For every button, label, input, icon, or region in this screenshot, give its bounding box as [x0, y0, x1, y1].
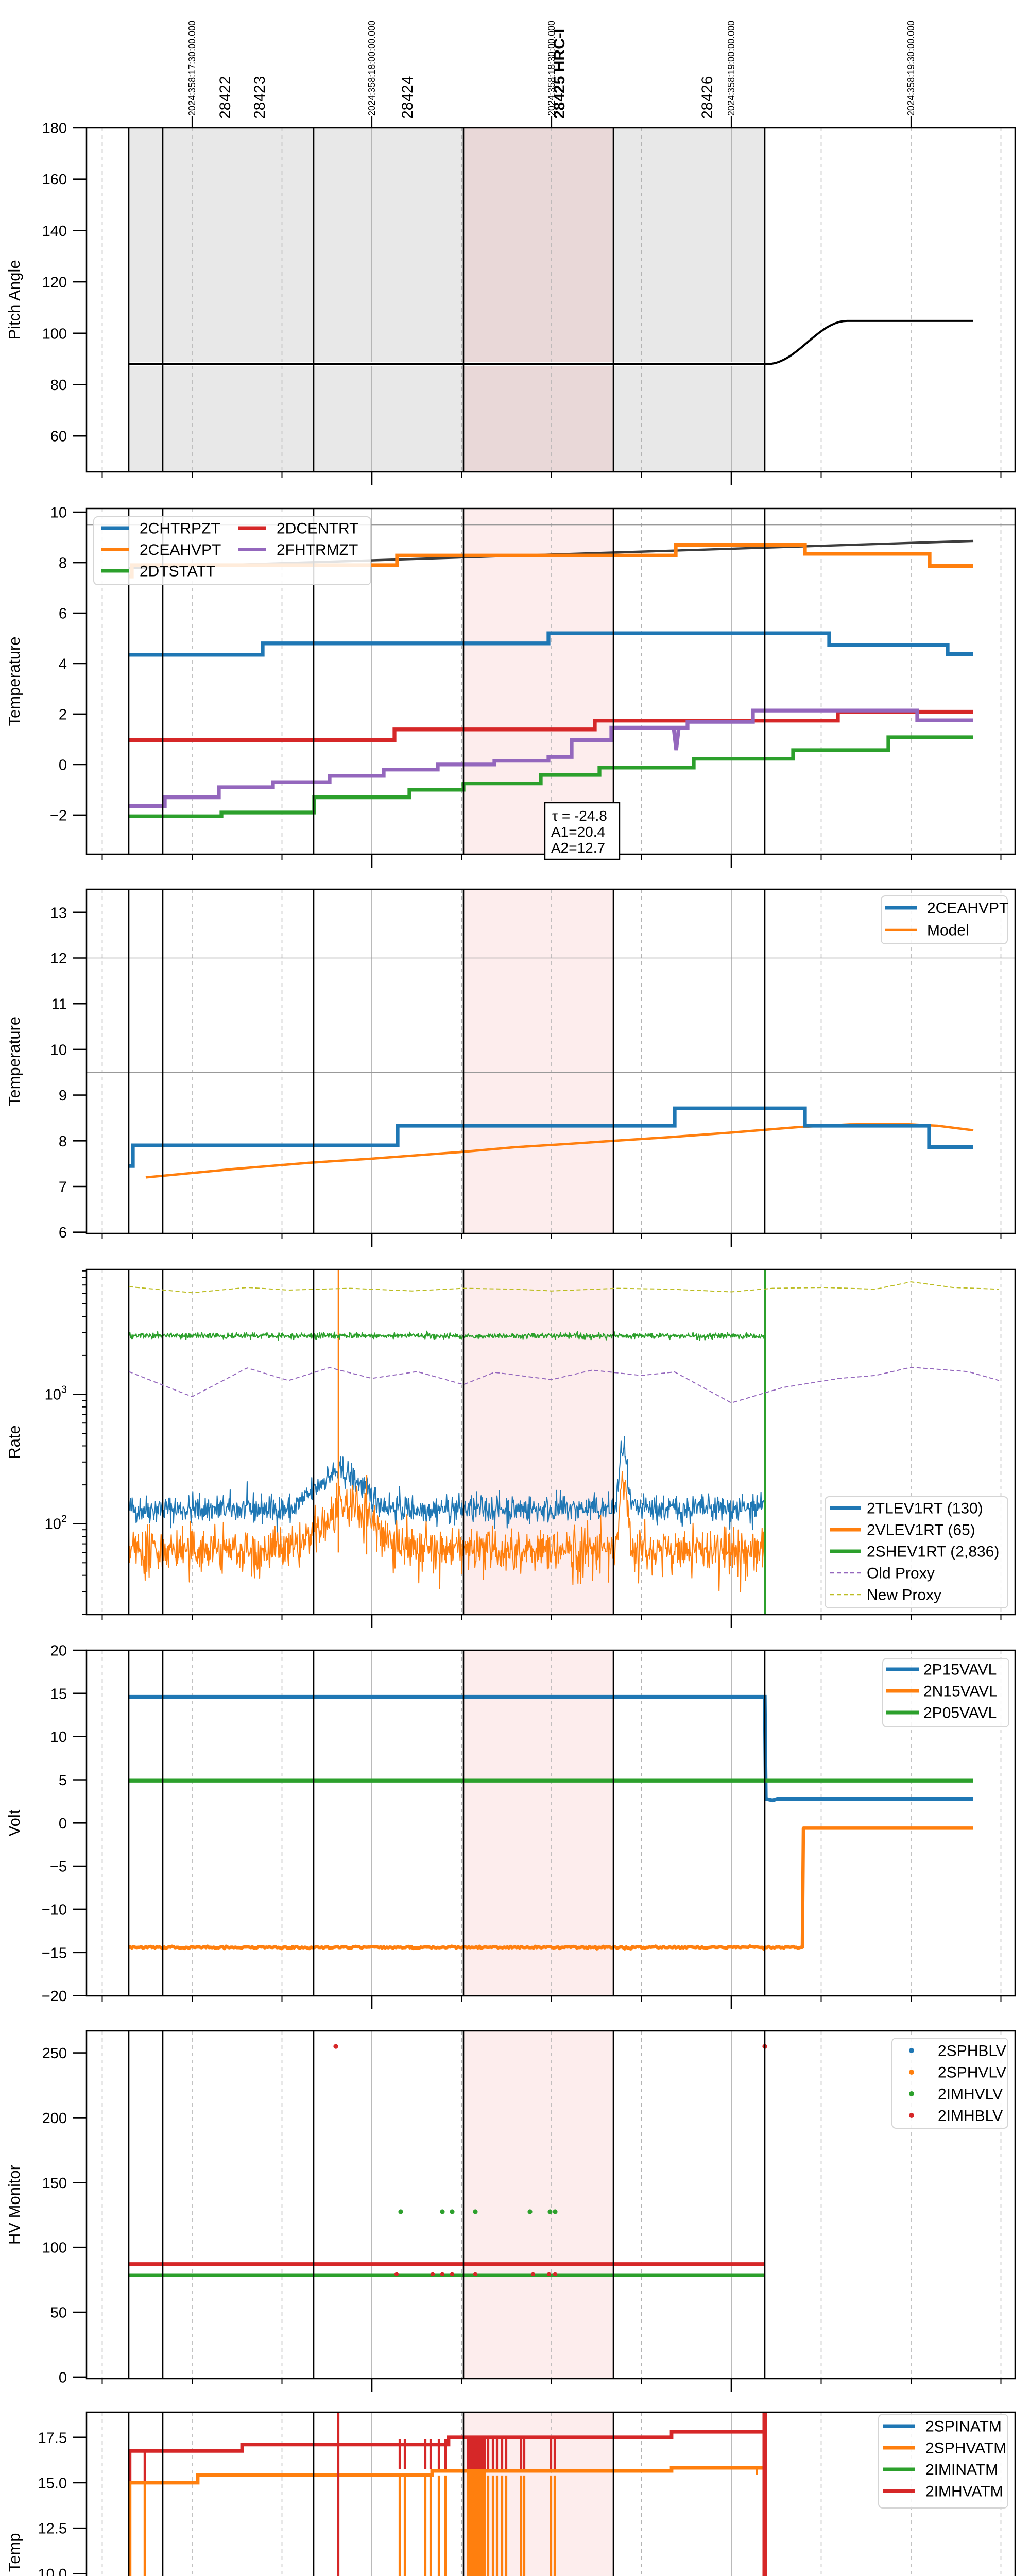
svg-text:6: 6 — [59, 1225, 67, 1241]
svg-text:−2: −2 — [50, 807, 67, 824]
svg-text:Temperature: Temperature — [5, 636, 23, 726]
svg-text:12.5: 12.5 — [38, 2521, 67, 2537]
svg-text:50: 50 — [50, 2305, 67, 2321]
svg-text:2IMINATM: 2IMINATM — [925, 2462, 998, 2479]
svg-text:Model: Model — [927, 922, 969, 939]
svg-text:8: 8 — [59, 555, 67, 572]
svg-text:2P15VAVL: 2P15VAVL — [923, 1662, 997, 1679]
svg-text:120: 120 — [42, 275, 67, 291]
svg-text:150: 150 — [42, 2175, 67, 2192]
svg-text:2: 2 — [59, 706, 67, 723]
svg-text:2IMHVLV: 2IMHVLV — [938, 2086, 1003, 2103]
svg-text:2CEAHVPT: 2CEAHVPT — [927, 900, 1008, 917]
svg-text:Volt: Volt — [5, 1809, 23, 1836]
svg-text:2IMHBLV: 2IMHBLV — [938, 2108, 1003, 2125]
svg-text:250: 250 — [42, 2045, 67, 2062]
svg-text:2SPHBLV: 2SPHBLV — [938, 2043, 1006, 2060]
svg-text:140: 140 — [42, 223, 67, 240]
svg-text:15.0: 15.0 — [38, 2476, 67, 2492]
svg-text:10: 10 — [50, 1042, 67, 1058]
svg-text:28422: 28422 — [217, 76, 234, 119]
svg-text:A2=12.7: A2=12.7 — [551, 840, 605, 856]
svg-text:2CEAHVPT: 2CEAHVPT — [140, 541, 221, 558]
svg-text:Detector Temp: Detector Temp — [5, 2533, 23, 2576]
svg-text:2024:358:17:30:00.000: 2024:358:17:30:00.000 — [187, 21, 197, 116]
svg-text:12: 12 — [50, 951, 67, 967]
svg-text:2IMHVATM: 2IMHVATM — [925, 2483, 1003, 2500]
svg-text:Rate: Rate — [5, 1425, 23, 1459]
svg-text:2CHTRPZT: 2CHTRPZT — [140, 520, 220, 537]
svg-text:2DCENTRT: 2DCENTRT — [277, 520, 358, 537]
svg-text:2FHTRMZT: 2FHTRMZT — [277, 541, 358, 558]
svg-text:10: 10 — [50, 505, 67, 521]
svg-text:7: 7 — [59, 1179, 67, 1196]
svg-text:102: 102 — [45, 1514, 67, 1533]
svg-text:160: 160 — [42, 172, 67, 188]
svg-text:New Proxy: New Proxy — [867, 1587, 941, 1604]
svg-text:60: 60 — [50, 429, 67, 445]
svg-text:Pitch Angle: Pitch Angle — [5, 260, 23, 340]
svg-text:5: 5 — [59, 1772, 67, 1789]
svg-text:2SPINATM: 2SPINATM — [925, 2418, 1002, 2435]
svg-text:Temperature: Temperature — [5, 1016, 23, 1106]
svg-text:2DTSTATT: 2DTSTATT — [140, 563, 215, 580]
svg-text:2SHEV1RT (2,836): 2SHEV1RT (2,836) — [867, 1544, 999, 1561]
svg-text:10: 10 — [50, 1729, 67, 1745]
svg-text:8: 8 — [59, 1133, 67, 1150]
svg-text:−20: −20 — [42, 1988, 67, 2005]
svg-text:100: 100 — [42, 2240, 67, 2257]
svg-text:28423: 28423 — [251, 76, 268, 119]
svg-text:0: 0 — [59, 2369, 67, 2386]
svg-text:−10: −10 — [42, 1902, 67, 1918]
svg-text:2P05VAVL: 2P05VAVL — [923, 1705, 997, 1722]
svg-text:10.0: 10.0 — [38, 2566, 67, 2576]
svg-text:HV Monitor: HV Monitor — [5, 2165, 23, 2245]
svg-text:2SPHVLV: 2SPHVLV — [938, 2064, 1006, 2081]
svg-text:9: 9 — [59, 1088, 67, 1104]
svg-text:80: 80 — [50, 377, 67, 394]
svg-text:28424: 28424 — [399, 76, 416, 119]
svg-text:13: 13 — [50, 905, 67, 921]
svg-text:28426: 28426 — [699, 76, 716, 119]
svg-text:2024:358:18:30:00.000: 2024:358:18:30:00.000 — [546, 21, 557, 116]
svg-text:200: 200 — [42, 2110, 67, 2127]
svg-text:2024:358:19:30:00.000: 2024:358:19:30:00.000 — [906, 21, 916, 116]
svg-text:A1=20.4: A1=20.4 — [551, 824, 605, 840]
svg-text:2TLEV1RT (130): 2TLEV1RT (130) — [867, 1500, 983, 1517]
svg-text:11: 11 — [52, 996, 67, 1013]
svg-text:20: 20 — [50, 1643, 67, 1659]
svg-text:17.5: 17.5 — [38, 2430, 67, 2446]
svg-text:180: 180 — [42, 121, 67, 137]
svg-text:2VLEV1RT (65): 2VLEV1RT (65) — [867, 1522, 975, 1539]
svg-text:2024:358:19:00:00.000: 2024:358:19:00:00.000 — [726, 21, 736, 116]
svg-text:2SPHVATM: 2SPHVATM — [925, 2440, 1006, 2457]
svg-text:Old Proxy: Old Proxy — [867, 1565, 935, 1582]
svg-text:28425 HRC-I: 28425 HRC-I — [551, 29, 568, 119]
svg-text:−5: −5 — [50, 1859, 67, 1875]
svg-text:2024:358:18:00:00.000: 2024:358:18:00:00.000 — [367, 21, 377, 116]
svg-text:0: 0 — [59, 757, 67, 773]
svg-text:4: 4 — [59, 656, 67, 673]
svg-text:15: 15 — [50, 1686, 67, 1702]
svg-text:0: 0 — [59, 1816, 67, 1832]
svg-text:100: 100 — [42, 326, 67, 342]
svg-text:−15: −15 — [42, 1945, 67, 1961]
svg-text:2N15VAVL: 2N15VAVL — [923, 1683, 998, 1700]
svg-text:6: 6 — [59, 606, 67, 622]
svg-text:τ = -24.8: τ = -24.8 — [552, 808, 607, 824]
